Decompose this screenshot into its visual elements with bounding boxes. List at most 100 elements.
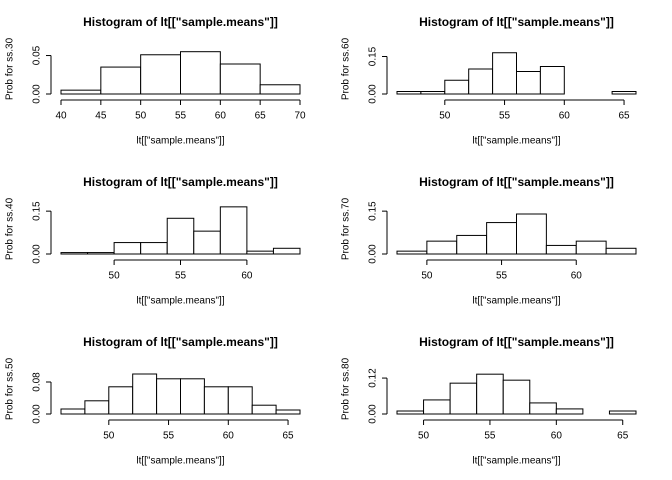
y-tick-label: 0.00 [32,244,43,264]
bar [529,402,557,415]
y-axis-label: Prob for ss.60 [341,37,352,100]
bar [219,63,261,95]
bar [180,51,221,95]
chart-title: Histogram of lt[["sample.means"]] [83,15,278,29]
x-tick-label: 65 [255,111,267,122]
x-tick-label: 50 [135,111,147,122]
y-tick-label: 0.00 [368,84,379,104]
bar [396,250,428,255]
x-tick-label: 60 [241,271,253,282]
chart-title: Histogram of lt[["sample.means"]] [419,175,614,189]
bar [420,91,446,95]
chart-title: Histogram of lt[["sample.means"]] [83,335,278,349]
x-tick-label: 60 [551,431,563,442]
bar [449,382,478,415]
x-axis-label: lt[["sample.means"]] [136,136,224,147]
chart-title: Histogram of lt[["sample.means"]] [419,15,614,29]
bar [492,52,518,95]
bar [60,252,89,255]
y-tick-label: 0.15 [368,46,379,66]
bar [259,84,301,95]
x-tick-label: 55 [496,271,508,282]
y-axis-label: Prob for ss.30 [5,37,16,100]
bar [219,206,248,255]
x-tick-label: 60 [223,431,235,442]
bar [396,91,422,95]
x-tick-label: 65 [617,431,629,442]
bar [423,399,451,415]
y-axis-label: Prob for ss.80 [341,357,352,420]
y-axis-label: Prob for ss.40 [5,197,16,260]
x-tick-label: 55 [163,431,175,442]
bar [605,247,637,255]
bar [108,386,134,415]
y-axis-label: Prob for ss.70 [341,197,352,260]
bar [60,408,86,415]
bar [180,378,205,415]
bar [426,240,458,255]
bar [516,71,541,95]
y-tick-label: 0.12 [368,368,379,388]
y-tick-label: 0.00 [32,404,43,424]
x-tick-label: 50 [421,271,433,282]
bar [100,66,142,95]
x-tick-label: 50 [418,431,430,442]
bar [246,250,274,255]
x-tick-label: 60 [571,271,583,282]
bar [539,66,565,95]
bar [140,54,182,95]
bar [396,410,425,415]
x-tick-label: 55 [175,271,187,282]
x-tick-label: 50 [109,271,121,282]
y-tick-label: 0.08 [32,372,43,392]
x-axis-label: lt[["sample.means"]] [136,296,224,307]
bar [132,373,158,415]
bar [502,379,531,415]
bar [166,217,195,255]
bar [193,230,221,255]
bar [476,373,504,415]
bar [87,252,115,255]
chart-title: Histogram of lt[["sample.means"]] [83,175,278,189]
y-tick-label: 0.00 [368,244,379,264]
x-tick-label: 55 [484,431,496,442]
bar [140,242,168,255]
bar [272,247,301,255]
x-tick-label: 40 [55,111,67,122]
bar [227,386,253,415]
x-axis-label: lt[["sample.means"]] [472,136,560,147]
x-tick-label: 65 [282,431,294,442]
bar [555,408,584,415]
bar [516,213,547,255]
chart-title: Histogram of lt[["sample.means"]] [419,335,614,349]
x-tick-label: 60 [559,111,571,122]
bar [575,240,607,255]
y-tick-label: 0.05 [32,45,43,65]
bar [611,91,637,95]
bar [84,400,110,415]
bar [608,410,637,415]
bar [60,89,102,95]
bar [444,79,470,95]
bar [203,386,229,415]
x-axis-label: lt[["sample.means"]] [136,456,224,467]
bar [251,404,277,415]
bar [468,68,494,95]
x-tick-label: 50 [103,431,115,442]
bar [545,244,577,255]
y-tick-label: 0.15 [32,201,43,221]
bar [456,234,488,255]
bar [156,378,182,415]
y-tick-label: 0.00 [368,404,379,424]
y-tick-label: 0.00 [32,84,43,104]
y-axis-label: Prob for ss.50 [5,357,16,420]
bar [486,222,517,255]
bar [275,409,301,415]
bar [113,242,142,255]
x-axis-label: lt[["sample.means"]] [472,456,560,467]
x-tick-label: 70 [294,111,306,122]
x-tick-label: 65 [618,111,630,122]
x-tick-label: 50 [439,111,451,122]
x-tick-label: 45 [95,111,107,122]
